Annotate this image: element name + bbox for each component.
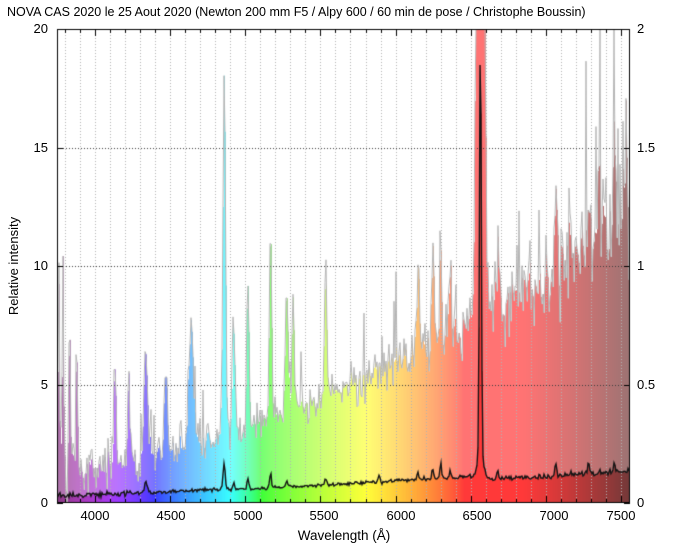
x-tick-4000: 4000 xyxy=(80,508,110,523)
y-right-tick-1: 1 xyxy=(637,258,645,273)
y-right-tick-15: 1.5 xyxy=(637,140,656,155)
y-right-tick-0: 0 xyxy=(637,495,645,510)
x-tick-5500: 5500 xyxy=(309,508,339,523)
y-left-tick-10: 10 xyxy=(33,258,48,273)
x-tick-4500: 4500 xyxy=(156,508,186,523)
y-left-tick-5: 5 xyxy=(40,377,48,392)
y-left-tick-0: 0 xyxy=(40,495,48,510)
y-left-tick-20: 20 xyxy=(33,21,48,36)
y-right-tick-05: 0.5 xyxy=(637,377,656,392)
x-tick-6500: 6500 xyxy=(462,508,492,523)
x-tick-6000: 6000 xyxy=(386,508,416,523)
y-left-tick-15: 15 xyxy=(33,140,48,155)
x-tick-5000: 5000 xyxy=(233,508,263,523)
x-axis-title: Wavelength (Å) xyxy=(297,528,391,543)
y-right-tick-2: 2 xyxy=(637,21,645,36)
x-tick-7000: 7000 xyxy=(539,508,569,523)
x-tick-7500: 7500 xyxy=(606,508,636,523)
